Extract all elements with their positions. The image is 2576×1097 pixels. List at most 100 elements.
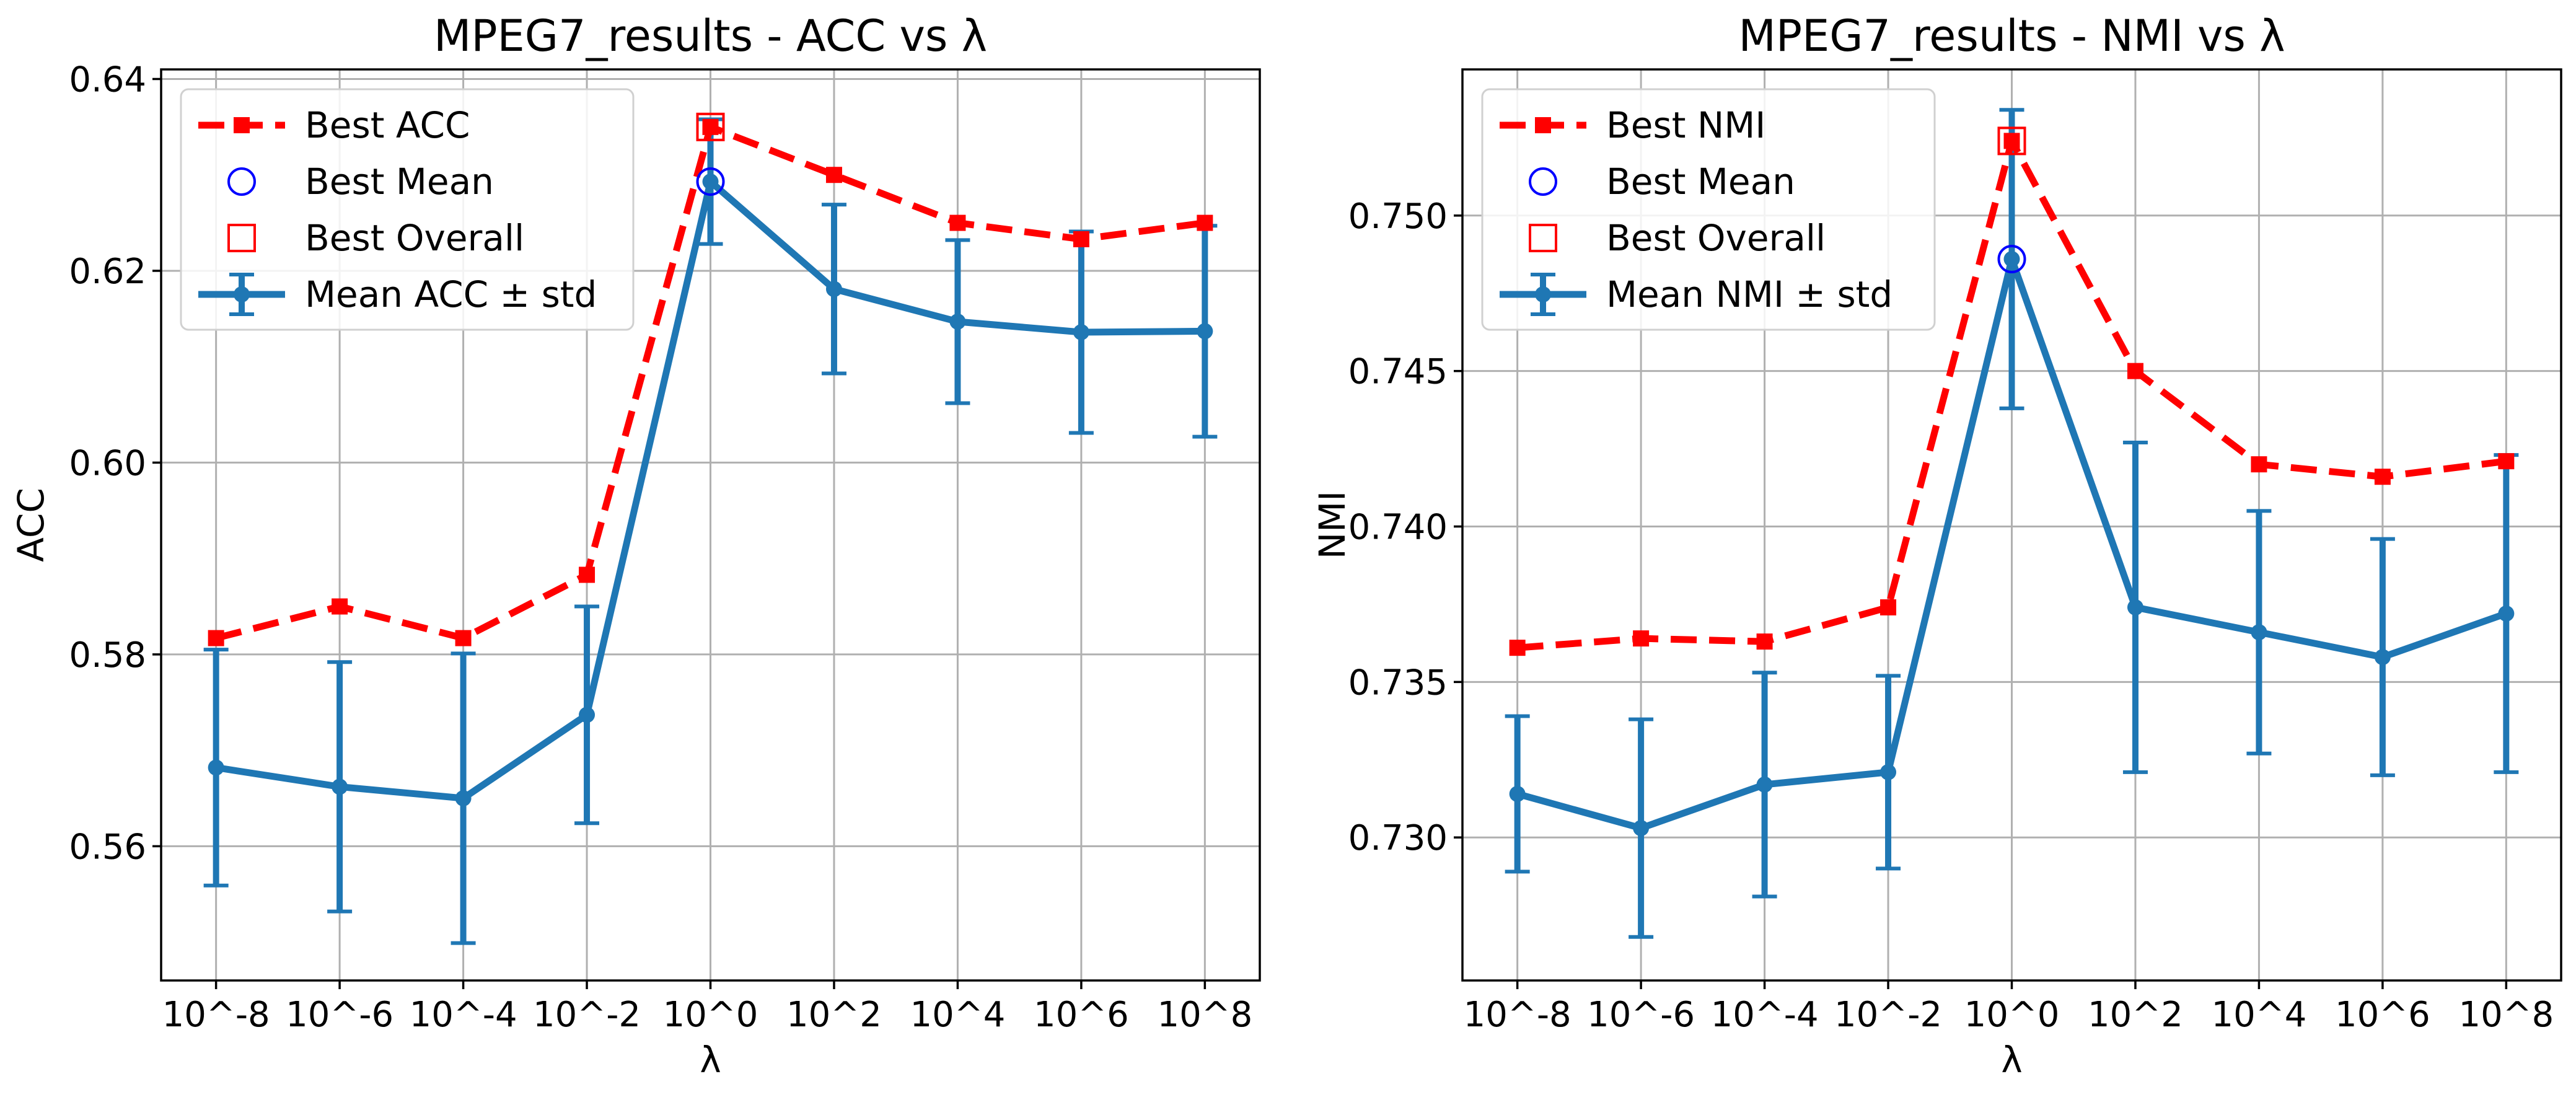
best-point xyxy=(455,630,472,646)
y-axis-label: NMI xyxy=(1311,491,1353,560)
best-mean-marker xyxy=(1997,245,2026,274)
legend-box xyxy=(1481,88,1936,331)
legend-label: Best Overall xyxy=(305,217,524,259)
legend: Best ACC Best Mean Best Overall Mean ACC ± … xyxy=(180,88,635,331)
x-tick-label: 10^-4 xyxy=(1711,995,1819,1035)
legend-handle-mean-dot xyxy=(234,286,250,302)
y-tick-label: 0.64 xyxy=(69,59,146,100)
legend: Best NMI Best Mean Best Overall Mean NMI ± … xyxy=(1481,88,1936,331)
best-point xyxy=(1880,599,1897,615)
best-point xyxy=(949,214,966,231)
best-point xyxy=(2127,363,2143,379)
mean-point xyxy=(208,759,224,776)
x-tick-label: 10^0 xyxy=(1964,995,2060,1035)
legend-label: Mean ACC ± std xyxy=(305,273,597,315)
best-point xyxy=(1756,633,1773,650)
series-best xyxy=(208,118,1213,646)
best-point xyxy=(2498,453,2515,470)
best-point xyxy=(1633,630,1650,647)
legend-handle-best-mean xyxy=(227,167,256,196)
best-point xyxy=(2251,456,2267,473)
x-tick-label: 10^-4 xyxy=(410,995,517,1035)
y-tick-label: 0.62 xyxy=(69,252,146,292)
chart-panel-2: 0.730 0.735 0.740 0.745 0.750 10^-8 10^-6 10^-4… xyxy=(1311,11,2562,1081)
y-axis-label: ACC xyxy=(10,488,52,562)
x-axis-label: λ xyxy=(2001,1039,2022,1081)
x-tick-label: 10^6 xyxy=(1034,995,1129,1035)
legend-handle-best-overall xyxy=(1529,224,1557,252)
legend-label: Best ACC xyxy=(305,104,470,146)
x-tick-label: 10^0 xyxy=(663,995,758,1035)
mean-point xyxy=(2374,649,2391,666)
y-tick-label: 0.730 xyxy=(1348,818,1448,858)
x-tick-label: 10^-2 xyxy=(533,995,641,1035)
best-point xyxy=(1073,231,1089,247)
mean-point xyxy=(2498,605,2515,622)
best-point xyxy=(332,598,348,615)
y-tick-label: 0.60 xyxy=(69,443,146,483)
legend-handle-best-overall xyxy=(227,224,256,252)
legend-label: Mean NMI ± std xyxy=(1606,273,1892,315)
best-point xyxy=(579,566,596,583)
legend-handle-mean-dot xyxy=(1535,286,1551,302)
best-point xyxy=(702,118,719,135)
mean-point xyxy=(1633,820,1650,837)
mean-point xyxy=(1509,785,1526,802)
mean-point xyxy=(1197,323,1213,340)
y-tick-label: 0.750 xyxy=(1348,196,1448,237)
best-point xyxy=(1197,214,1213,231)
x-tick-label: 10^8 xyxy=(2458,995,2554,1035)
chart-title: MPEG7_results - ACC vs λ xyxy=(434,11,987,61)
x-tick-label: 10^2 xyxy=(2088,995,2183,1035)
mean-point xyxy=(702,174,719,190)
x-tick-label: 10^-6 xyxy=(286,995,393,1035)
y-tick-label: 0.58 xyxy=(69,635,146,676)
best-point xyxy=(2003,133,2020,149)
y-tick-label: 0.56 xyxy=(69,827,146,867)
x-tick-label: 10^6 xyxy=(2335,995,2430,1035)
mean-point xyxy=(825,281,842,297)
series-mean xyxy=(203,117,1218,945)
best-mean-marker xyxy=(696,167,725,196)
y-tick-label: 0.740 xyxy=(1348,508,1448,548)
x-tick-label: 10^4 xyxy=(910,995,1006,1035)
x-tick-label: 10^-2 xyxy=(1834,995,1942,1035)
series-mean xyxy=(1505,108,2519,939)
x-tick-label: 10^-8 xyxy=(162,995,270,1035)
best-overall-marker xyxy=(1997,126,2026,156)
legend-handle-best-square xyxy=(234,117,250,133)
mean-point xyxy=(332,778,348,795)
y-tick-label: 0.735 xyxy=(1348,663,1448,703)
mean-point xyxy=(1880,764,1897,780)
x-tick-label: 10^8 xyxy=(1157,995,1252,1035)
best-point xyxy=(825,167,842,183)
x-tick-label: 10^-8 xyxy=(1464,995,1572,1035)
chart-panel-1: 0.56 0.58 0.60 0.62 0.64 10^-8 10^-6 10^-4 10^-2… xyxy=(10,11,1261,1081)
legend-label: Best Mean xyxy=(305,161,494,203)
mean-point xyxy=(579,707,596,723)
x-tick-label: 10^4 xyxy=(2212,995,2307,1035)
mean-point xyxy=(1073,324,1089,340)
mean-point xyxy=(2251,624,2267,641)
legend-handle-best-square xyxy=(1535,117,1551,133)
legend-handle-best-mean xyxy=(1529,167,1557,196)
best-point xyxy=(1509,640,1526,656)
best-overall-marker xyxy=(696,112,725,141)
x-tick-label: 10^2 xyxy=(786,995,882,1035)
legend-box xyxy=(180,88,635,331)
mean-point xyxy=(2127,599,2143,615)
series-best xyxy=(1509,133,2515,656)
legend-label: Best Overall xyxy=(1606,217,1826,259)
x-axis-label: λ xyxy=(700,1039,721,1081)
legend-label: Best NMI xyxy=(1606,104,1765,146)
mean-point xyxy=(2003,251,2020,268)
y-tick-label: 0.745 xyxy=(1348,352,1448,392)
mean-point xyxy=(455,790,472,806)
best-point xyxy=(2374,469,2391,485)
chart-title: MPEG7_results - NMI vs λ xyxy=(1738,11,2285,61)
x-tick-label: 10^-6 xyxy=(1587,995,1695,1035)
mean-point xyxy=(1756,776,1773,793)
mean-point xyxy=(949,313,966,330)
legend-label: Best Mean xyxy=(1606,161,1795,203)
